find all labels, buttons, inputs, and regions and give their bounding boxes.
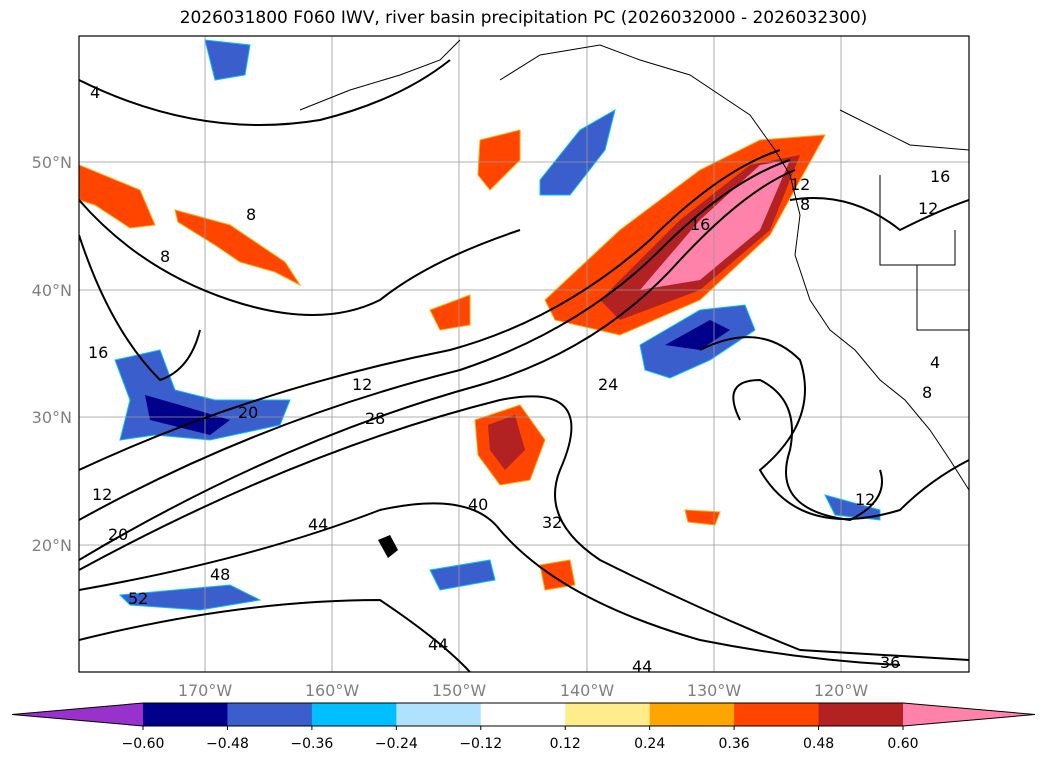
contour-label: 36 xyxy=(880,653,900,672)
colorbar-tick-label: −0.24 xyxy=(375,736,418,752)
lat-label: 40°N xyxy=(32,281,72,300)
colorbar-tick-label: 0.48 xyxy=(803,736,834,752)
contour-label: 16 xyxy=(930,167,950,186)
colorbar-segment xyxy=(396,703,482,726)
hawaii-island xyxy=(378,535,398,558)
contour-label: 12 xyxy=(918,199,938,218)
contour-label: 28 xyxy=(365,409,385,428)
contour-label: 12 xyxy=(92,485,112,504)
lat-label: 20°N xyxy=(32,536,72,555)
precip-positive-area xyxy=(488,415,525,470)
colorbar-extend-low xyxy=(12,703,143,726)
precip-negative-area xyxy=(118,584,262,611)
contour-label: 20 xyxy=(108,525,128,544)
contour-label: 40 xyxy=(468,495,488,514)
precip-negative-area xyxy=(539,108,616,196)
lon-label: 170°W xyxy=(178,681,233,700)
lon-axis-labels: 170°W 160°W 150°W 140°W 130°W 120°W xyxy=(178,681,869,700)
colorbar-extend-high xyxy=(903,703,1035,726)
precip-negative-area xyxy=(145,395,230,435)
precip-negative-area xyxy=(429,559,496,591)
contour-label: 12 xyxy=(855,490,875,509)
colorbar-segment xyxy=(818,703,904,726)
contour-label: 24 xyxy=(598,375,618,394)
lat-axis-labels: 50°N 40°N 30°N 20°N xyxy=(32,153,72,555)
contour-label: 44 xyxy=(632,657,652,676)
contour-label: 8 xyxy=(922,383,932,402)
precip-positive-area xyxy=(79,164,156,229)
colorbar-tick-label: 0.60 xyxy=(887,736,918,752)
contour-label: 4 xyxy=(90,83,100,102)
lon-label: 160°W xyxy=(305,681,360,700)
precip-positive-area xyxy=(429,294,471,331)
precip-positive-area xyxy=(477,129,521,191)
colorbar-segment xyxy=(734,703,820,726)
colorbar-tick-label: −0.60 xyxy=(122,736,165,752)
colorbar-segment xyxy=(565,703,651,726)
lon-label: 120°W xyxy=(814,681,869,700)
precip-negative-area xyxy=(204,39,251,81)
colorbar-tick-label: 0.36 xyxy=(719,736,750,752)
lon-label: 140°W xyxy=(560,681,615,700)
colorbar-tick-label: 0.12 xyxy=(550,736,581,752)
colorbar-segment xyxy=(649,703,735,726)
lon-label: 150°W xyxy=(432,681,487,700)
colorbar: −0.60 −0.48 −0.36 −0.24 −0.12 0.12 0.24 0.36 0.4… xyxy=(11,702,1036,752)
lat-label: 50°N xyxy=(32,153,72,172)
colorbar-segment xyxy=(227,703,313,726)
contour-label: 52 xyxy=(128,589,148,608)
contour-label: 48 xyxy=(210,565,230,584)
precip-positive-area xyxy=(684,509,721,526)
contour-label: 8 xyxy=(800,195,810,214)
contour-labels: 4 8 8 16 12 28 20 24 16 40 32 44 48 52 2… xyxy=(88,83,950,676)
colorbar-segment xyxy=(311,703,397,726)
contour-label: 16 xyxy=(88,343,108,362)
lat-label: 30°N xyxy=(32,408,72,427)
chart-title: 2026031800 F060 IWV, river basin precipi… xyxy=(179,8,868,28)
iwv-contours xyxy=(79,59,969,672)
contour-label: 44 xyxy=(308,515,328,534)
precip-positive-area xyxy=(539,559,576,591)
contour-label: 12 xyxy=(790,175,810,194)
precip-positive-area xyxy=(174,209,302,287)
precip-shading xyxy=(79,39,881,611)
colorbar-tick-label: −0.36 xyxy=(290,736,333,752)
contour-label: 20 xyxy=(238,403,258,422)
contour-label: 12 xyxy=(352,375,372,394)
contour-label: 16 xyxy=(690,215,710,234)
coastlines xyxy=(299,39,969,558)
contour-label: 44 xyxy=(428,635,448,654)
colorbar-tick-label: −0.12 xyxy=(459,736,502,752)
map-frame xyxy=(78,35,970,673)
contour-label: 4 xyxy=(930,353,940,372)
colorbar-tick-label: 0.24 xyxy=(634,736,665,752)
colorbar-segment xyxy=(480,703,566,726)
contour-label: 32 xyxy=(542,513,562,532)
graticule xyxy=(79,36,969,672)
lon-label: 130°W xyxy=(687,681,742,700)
contour-label: 8 xyxy=(160,247,170,266)
colorbar-segment xyxy=(143,703,228,726)
precip-negative-area xyxy=(824,494,881,521)
contour-label: 8 xyxy=(246,205,256,224)
colorbar-tick-label: −0.48 xyxy=(206,736,249,752)
